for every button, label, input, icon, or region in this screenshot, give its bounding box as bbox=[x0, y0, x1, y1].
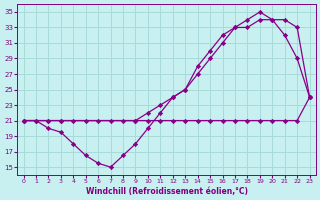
X-axis label: Windchill (Refroidissement éolien,°C): Windchill (Refroidissement éolien,°C) bbox=[85, 187, 248, 196]
